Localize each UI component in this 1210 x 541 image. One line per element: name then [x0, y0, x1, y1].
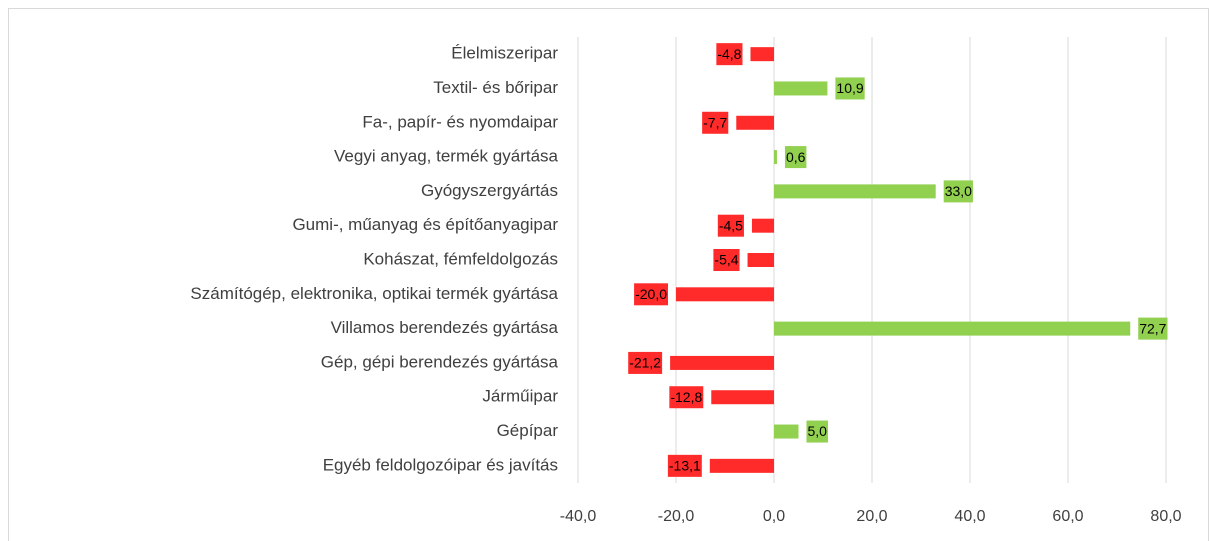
- y-tick-label: Számítógép, elektronika, optikai termék …: [190, 284, 558, 303]
- y-tick-label: Vegyi anyag, termék gyártása: [334, 147, 559, 166]
- value-label: -20,0: [635, 286, 667, 302]
- value-label: 72,7: [1139, 320, 1166, 336]
- value-label: 10,9: [836, 80, 863, 96]
- value-label-bg: [669, 386, 704, 409]
- value-label-bg: [784, 146, 807, 169]
- x-tick-label: 80,0: [1150, 508, 1181, 525]
- value-label-bg: [667, 454, 702, 477]
- value-label-bg: [713, 249, 740, 271]
- value-label: 0,6: [786, 149, 806, 165]
- x-tick-label: -20,0: [658, 508, 695, 525]
- y-tick-label: Gépípar: [497, 421, 559, 440]
- bar: [774, 184, 936, 199]
- bar: [750, 47, 774, 62]
- bar: [774, 81, 828, 96]
- value-label: -21,2: [629, 355, 661, 371]
- value-label-bg: [835, 77, 865, 100]
- bar: [751, 218, 774, 233]
- y-tick-label: Textil- és bőripar: [433, 78, 558, 97]
- y-tick-label: Gumi-, műanyag és építőanyagipar: [292, 215, 558, 234]
- value-label: 5,0: [808, 423, 828, 439]
- bar: [774, 424, 799, 439]
- bar: [774, 321, 1131, 336]
- value-label-bg: [806, 420, 828, 443]
- bar: [711, 390, 774, 405]
- value-label: -13,1: [669, 458, 701, 474]
- bar: [709, 458, 774, 473]
- y-tick-label: Villamos berendezés gyártása: [331, 318, 559, 337]
- y-tick-label: Élelmiszeripar: [451, 44, 558, 63]
- value-label-bg: [628, 351, 663, 374]
- x-tick-label: 40,0: [954, 508, 985, 525]
- value-label-bg: [717, 214, 744, 237]
- bar: [774, 150, 777, 165]
- value-label-bg: [716, 43, 743, 66]
- value-label-bg: [943, 180, 973, 203]
- y-tick-label: Járműipar: [482, 387, 558, 406]
- value-label-bg: [702, 111, 729, 134]
- value-label: 33,0: [945, 183, 972, 199]
- value-label: -4,5: [719, 217, 743, 233]
- bar: [736, 115, 774, 130]
- value-label: -12,8: [670, 389, 702, 405]
- x-tick-label: 20,0: [856, 508, 887, 525]
- value-label: -7,7: [703, 114, 727, 130]
- bar: [676, 287, 774, 302]
- y-tick-label: Kohászat, fémfeldolgozás: [363, 249, 558, 268]
- x-tick-label: -40,0: [560, 508, 597, 525]
- x-tick-label: 60,0: [1052, 508, 1083, 525]
- y-tick-label: Fa-, papír- és nyomdaipar: [362, 112, 558, 131]
- value-label: -5,4: [714, 252, 738, 268]
- bar: [747, 253, 774, 267]
- value-label-bg: [634, 283, 668, 306]
- y-tick-label: Egyéb feldolgozóipar és javítás: [323, 455, 558, 474]
- bar: [670, 355, 774, 370]
- chart-frame: [8, 8, 1209, 541]
- x-tick-label: 0,0: [763, 508, 785, 525]
- value-label-bg: [1138, 317, 1168, 340]
- y-tick-label: Gép, gépi berendezés gyártása: [321, 352, 559, 371]
- value-label: -4,8: [717, 46, 741, 62]
- y-tick-label: Gyógyszergyártás: [421, 181, 558, 200]
